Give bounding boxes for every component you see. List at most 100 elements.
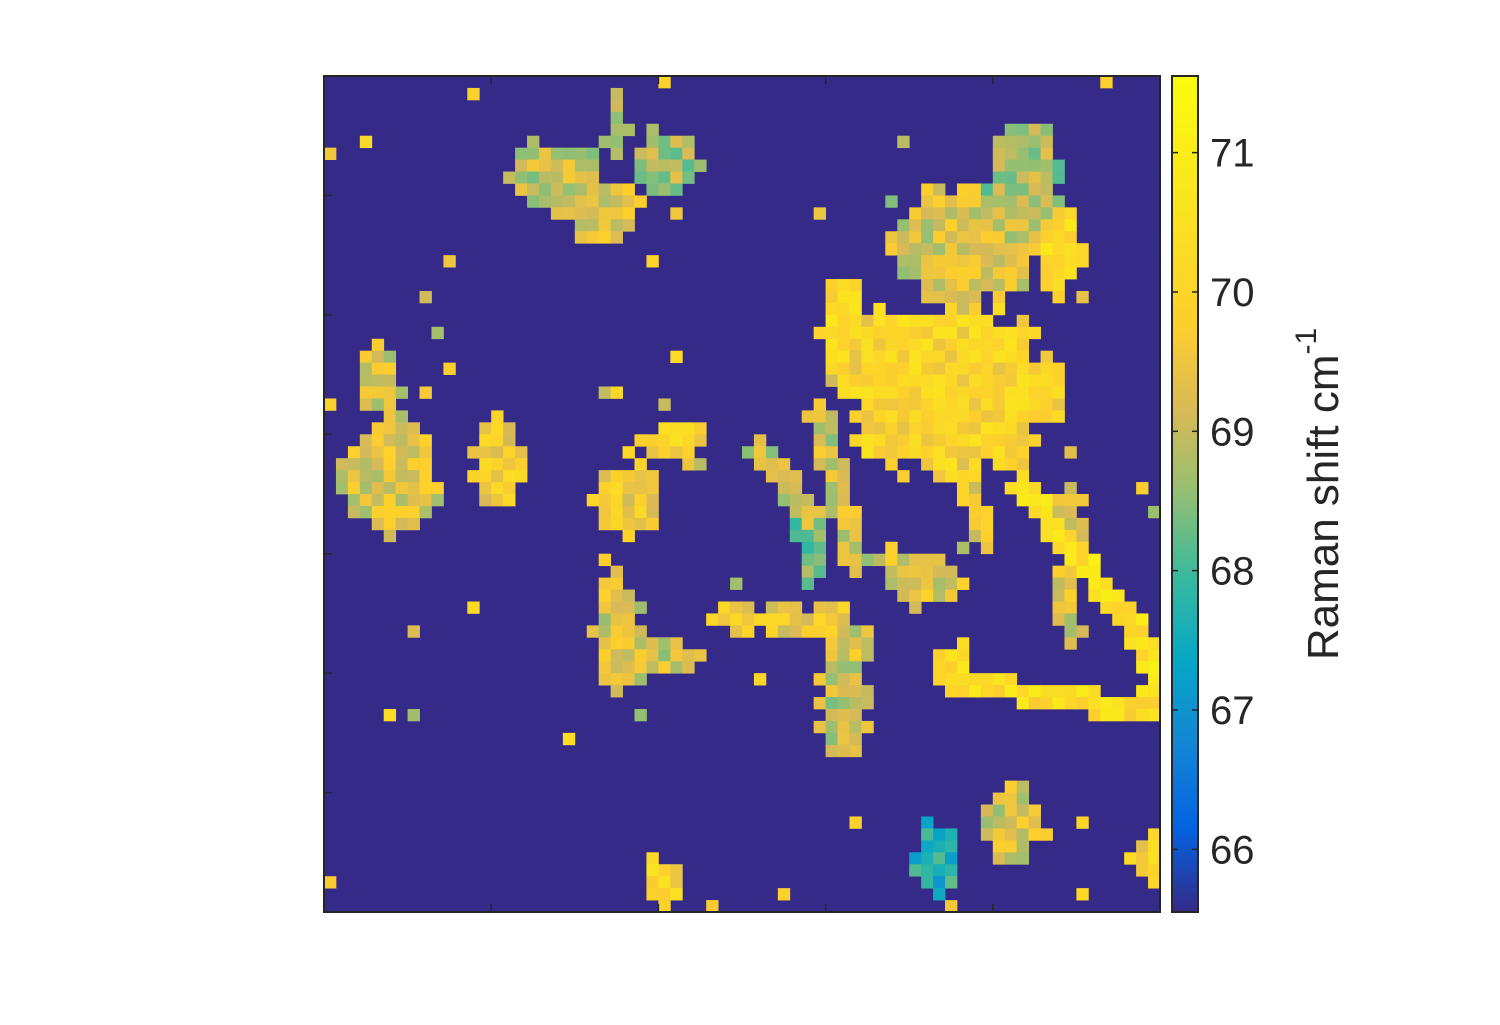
heatmap-cell [968,434,982,447]
heatmap-cell [371,434,385,447]
heatmap-cell [419,505,432,519]
heatmap-cell [849,529,862,543]
heatmap-cell [992,398,1006,411]
heatmap-cell [371,470,385,483]
heatmap-cell [1016,219,1030,232]
heatmap-cell [849,434,862,447]
heatmap-cell [956,673,970,686]
heatmap-cell [1016,482,1030,495]
heatmap-cell [825,434,838,447]
heatmap-cell [1004,171,1018,184]
heatmap-cell [491,494,504,507]
heatmap-cell [1004,434,1018,447]
heatmap-cell [885,374,898,387]
heatmap-cell [885,231,898,244]
heatmap-cell [1064,482,1077,495]
heatmap-cell [1148,505,1161,519]
heatmap-cell [825,362,838,375]
heatmap-cell [419,386,432,399]
heatmap-cell [968,302,982,316]
heatmap-cell [1136,708,1149,722]
heatmap-cell [1028,410,1041,423]
heatmap-cell [849,362,862,375]
heatmap-cell [933,458,946,471]
heatmap-cell [658,661,671,674]
heatmap-cell [1100,697,1113,710]
heatmap-cell [1004,816,1018,829]
heatmap-cell [622,649,635,662]
heatmap-cell [849,302,862,316]
heatmap-cell [1016,434,1030,447]
heatmap-cell [968,410,982,423]
heatmap-cell [933,470,946,483]
heatmap-cell [586,183,600,196]
heatmap-cell [347,482,361,495]
heatmap-cell [395,482,408,495]
heatmap-cell [706,900,719,913]
heatmap-cell [992,135,1006,149]
heatmap-cell [837,697,850,710]
colorbar-tick-label: 68 [1210,550,1255,594]
heatmap-cell [873,410,886,423]
heatmap-cell [945,649,958,662]
heatmap-cell [347,446,361,459]
heatmap-cell [1052,565,1065,578]
heatmap-cell [550,195,564,208]
heatmap-cell [407,470,420,483]
heatmap-cell [1076,529,1089,543]
heatmap-cell [945,362,958,375]
heatmap-cell [849,505,862,519]
heatmap-cell [1148,673,1161,686]
heatmap-cell [1028,183,1041,196]
heatmap-cell [562,159,576,172]
heatmap-cell [1124,637,1137,650]
heatmap-cell [670,649,683,662]
heatmap-cell [395,458,408,471]
plot-axis-ticks [324,76,994,912]
heatmap-cell [980,231,994,244]
heatmap-cell [849,732,862,746]
heatmap-cell [897,267,910,280]
heatmap-cell [861,398,874,411]
heatmap-cell [933,255,946,268]
heatmap-cell [873,386,886,399]
heatmap-cell [395,517,408,531]
heatmap-cell [359,494,373,507]
heatmap-cell [1004,374,1018,387]
heatmap-cell [765,625,779,638]
heatmap-cell [968,398,982,411]
heatmap-cell [634,434,647,447]
heatmap-cell [1052,362,1065,375]
heatmap-cell [634,159,647,172]
heatmap-cell [598,195,612,208]
heatmap-cell [670,661,683,674]
heatmap-cell [646,649,659,662]
heatmap-cell [837,458,850,471]
heatmap-cell [1088,565,1101,578]
heatmap-cell [992,410,1006,423]
heatmap-cell [1004,243,1018,256]
heatmap-cell [933,673,946,686]
heatmap-cell [1004,804,1018,817]
heatmap-cell [634,470,647,483]
heatmap-cell [980,314,994,328]
heatmap-cell [527,147,540,160]
heatmap-cell [801,505,815,519]
heatmap-cell [945,386,958,399]
heatmap-cell [1136,852,1149,865]
heatmap-cell [945,422,958,435]
heatmap-cell [598,470,612,483]
heatmap-cell [383,517,397,531]
heatmap-cell [670,864,683,877]
heatmap-cell [1112,708,1125,722]
heatmap-cell [670,888,683,901]
heatmap-cell [1028,482,1041,495]
heatmap-cell [1028,685,1041,698]
heatmap-cell [992,195,1006,208]
heatmap-cell [897,255,910,268]
heatmap-cell [1052,195,1065,208]
heatmap-cell [837,482,850,495]
heatmap-cell [670,350,683,364]
heatmap-cell [801,529,815,543]
heatmap-cell [837,470,850,483]
